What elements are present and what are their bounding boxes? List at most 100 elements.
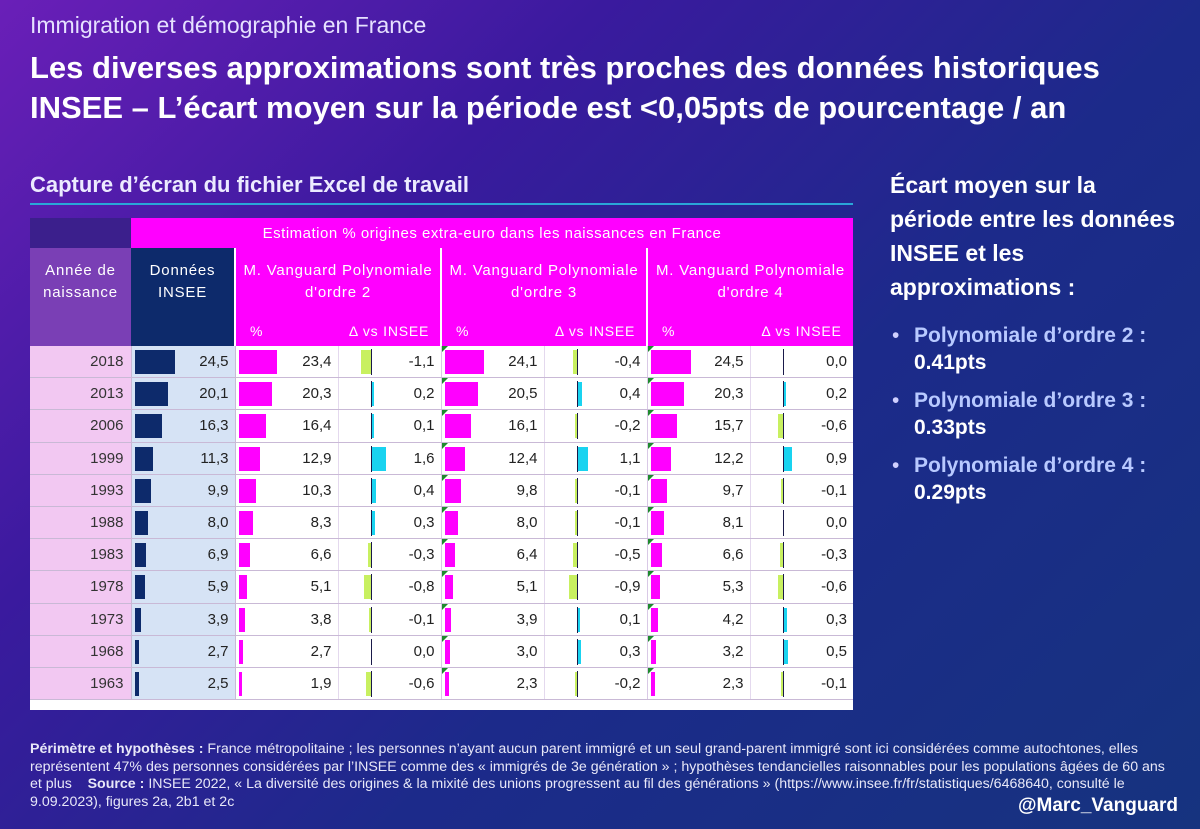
insee-cell: 11,3 <box>131 442 236 475</box>
delta-axis <box>782 413 784 440</box>
delta-axis <box>576 413 578 440</box>
pct-cell-ord4: 15,7 <box>646 409 750 443</box>
delta-cell-ord4-value: -0,1 <box>821 481 847 499</box>
delta-cell-ord4-value: 0,0 <box>826 353 847 371</box>
delta-bar-positive <box>371 478 376 503</box>
pct-cell-ord3: 6,4 <box>440 538 544 572</box>
delta-cell-ord3-value: 0,3 <box>619 642 641 660</box>
delta-axis <box>782 606 784 633</box>
pct-cell-ord3-value: 2,3 <box>516 674 538 692</box>
delta-axis <box>782 542 784 569</box>
cell-flag-icon <box>442 474 448 481</box>
delta-cell-ord2: 0,1 <box>337 409 441 443</box>
delta-bar-positive <box>577 446 588 471</box>
delta-bar-positive <box>783 607 787 632</box>
delta-axis <box>782 574 784 601</box>
pct-cell-ord2: 1,9 <box>234 667 338 701</box>
pct-cell-ord2-value: 3,8 <box>310 610 332 628</box>
cell-flag-icon <box>648 506 654 513</box>
year-cell-value: 2013 <box>90 385 124 403</box>
pct-cell-ord2-value: 12,9 <box>302 449 332 467</box>
year-cell-value: 1988 <box>90 514 124 532</box>
table-row: 2018 24,5 23,4 -1,1 24,1 -0,4 24,5 0,0 <box>30 346 853 379</box>
sub-header-delta: Δ vs INSEE <box>544 315 647 346</box>
score-label: Polynomiale d’ordre 3 : <box>914 389 1147 412</box>
pct-cell-ord4-value: 4,2 <box>722 610 744 628</box>
footnote-label-source: Source : <box>87 776 145 792</box>
delta-bar-negative <box>574 510 577 535</box>
delta-bar-negative <box>574 414 577 439</box>
pct-bar-ord4 <box>650 671 655 696</box>
year-cell-value: 2018 <box>90 353 124 371</box>
footnote-scope-text: France métropolitaine ; les personnes n’… <box>30 741 1165 792</box>
insee-bar <box>134 639 139 664</box>
year-cell: 1978 <box>30 570 132 604</box>
pct-cell-ord3-value: 3,0 <box>516 642 538 660</box>
table-row: 2006 16,3 16,4 0,1 16,1 -0,2 15,7 -0,6 <box>30 409 853 443</box>
pct-cell-ord2-value: 20,3 <box>302 385 332 403</box>
insee-cell-value: 11,3 <box>200 449 229 467</box>
insee-cell: 6,9 <box>131 538 236 572</box>
delta-cell-ord2: 0,4 <box>337 474 441 507</box>
table-row: 1978 5,9 5,1 -0,8 5,1 -0,9 5,3 -0,6 <box>30 570 853 604</box>
pct-cell-ord4: 5,3 <box>646 570 750 604</box>
delta-cell-ord2-value: 1,6 <box>413 449 435 467</box>
cell-flag-icon <box>442 506 448 513</box>
delta-bar-negative <box>368 607 371 632</box>
delta-bar-positive <box>783 639 788 664</box>
cell-flag-icon <box>442 635 448 642</box>
cell-flag-icon <box>442 571 448 578</box>
year-cell: 1999 <box>30 442 132 475</box>
delta-cell-ord2-value: -0,6 <box>408 674 435 692</box>
delta-cell-ord2: 0,3 <box>337 506 441 540</box>
pct-cell-ord3: 5,1 <box>440 570 544 604</box>
delta-axis <box>782 381 784 408</box>
cell-flag-icon <box>442 346 448 352</box>
delta-cell-ord2: -0,3 <box>337 538 441 572</box>
delta-axis <box>370 670 372 697</box>
insee-cell: 8,0 <box>131 506 236 540</box>
delta-cell-ord2-value: -0,3 <box>408 546 435 564</box>
delta-cell-ord4: 0,3 <box>749 603 853 636</box>
delta-cell-ord2-value: -1,1 <box>408 353 435 371</box>
supertitle: Immigration et démographie en France <box>30 12 427 38</box>
delta-cell-ord2: 1,6 <box>337 442 441 475</box>
pct-cell-ord3-value: 8,0 <box>516 514 538 532</box>
delta-axis <box>576 349 578 375</box>
delta-cell-ord3: -0,9 <box>543 570 647 604</box>
insee-cell: 5,9 <box>131 570 236 604</box>
pct-cell-ord3-value: 6,4 <box>516 546 538 564</box>
cell-flag-icon <box>648 346 654 352</box>
pct-bar-ord4 <box>650 446 671 471</box>
score-label: Polynomiale d’ordre 4 : <box>914 454 1147 477</box>
delta-axis <box>576 381 578 408</box>
pct-bar-ord3 <box>444 446 465 471</box>
table-row: 1983 6,9 6,6 -0,3 6,4 -0,5 6,6 -0,3 <box>30 538 853 572</box>
pct-cell-ord2: 6,6 <box>234 538 338 572</box>
cell-flag-icon <box>648 667 654 674</box>
delta-cell-ord2-value: -0,1 <box>408 610 435 628</box>
table-subtitle: Capture d’écran du fichier Excel de trav… <box>30 172 469 197</box>
delta-axis <box>782 477 784 504</box>
insee-cell-value: 8,0 <box>207 514 229 532</box>
delta-axis <box>576 509 578 536</box>
pct-cell-ord4: 8,1 <box>646 506 750 540</box>
side-score-list: • Polynomiale d’ordre 2 : 0.41pts • Polyno… <box>890 322 1190 517</box>
pct-bar-ord4 <box>650 639 656 664</box>
delta-bar-positive <box>371 414 374 439</box>
pct-cell-ord4-value: 24,5 <box>714 353 744 371</box>
pct-cell-ord4-value: 5,3 <box>722 578 744 596</box>
year-cell: 1988 <box>30 506 132 540</box>
delta-cell-ord2: -1,1 <box>337 346 441 379</box>
score-value: 0.41pts <box>914 351 987 374</box>
insee-cell-value: 9,9 <box>207 481 229 499</box>
year-cell: 1983 <box>30 538 132 572</box>
pct-cell-ord3: 9,8 <box>440 474 544 507</box>
delta-axis <box>370 413 372 440</box>
delta-bar-negative <box>365 671 371 696</box>
year-cell-value: 1993 <box>90 481 124 499</box>
pct-bar-ord3 <box>444 382 478 407</box>
delta-axis <box>576 477 578 504</box>
cell-flag-icon <box>442 539 448 546</box>
pct-bar-ord2 <box>238 607 245 632</box>
